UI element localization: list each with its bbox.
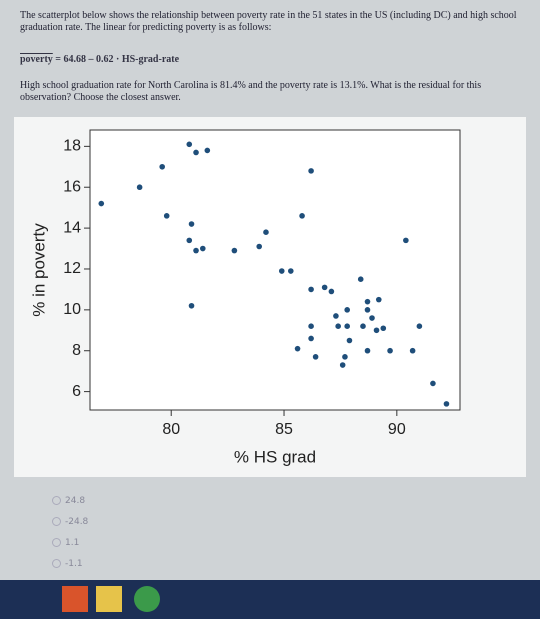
point [287,268,294,274]
point [321,284,328,291]
point [299,213,305,219]
point [186,237,193,244]
point [186,141,193,148]
point [342,354,348,360]
point [136,184,143,191]
point [204,147,211,154]
option[interactable]: -24.8 [52,517,88,527]
x-axis-label: % HS grad [234,447,316,466]
y-tick-label: 8 [72,342,81,359]
option-label: -24.8 [65,517,89,527]
point [357,276,364,282]
point [344,323,350,330]
app-icon[interactable] [134,586,160,612]
point [364,347,371,354]
option[interactable]: -1.1 [52,559,83,569]
point [193,149,199,156]
point [256,243,263,250]
point [373,327,380,334]
point [360,323,366,330]
point [278,268,285,274]
point [443,401,450,407]
point [308,335,314,342]
plot-frame [89,129,461,411]
x-tick-label: 80 [162,421,180,438]
app-icon[interactable] [96,586,122,612]
equation-lhs: poverty [20,54,53,65]
point [380,325,387,332]
point [312,354,319,360]
point [409,347,416,354]
point [416,323,423,330]
option[interactable]: 24.8 [52,496,85,506]
option-label: -1.1 [65,559,83,569]
point [159,163,165,170]
point [403,237,409,244]
point [263,229,269,235]
y-tick-label: 14 [63,219,81,236]
point [188,302,195,309]
x-tick-label: 90 [388,421,406,438]
app-icon[interactable] [62,586,88,612]
point [294,345,301,352]
y-tick-label: 10 [63,301,81,318]
taskbar [0,580,540,619]
y-tick-label: 12 [63,260,81,277]
point [364,298,371,305]
question-prompt: High school graduation rate for North Ca… [20,80,482,103]
y-tick-label: 18 [63,138,81,155]
point [308,286,314,293]
y-axis-label: % in poverty [29,223,48,317]
option-label: 1.1 [65,538,80,548]
point [193,247,199,254]
point [387,347,393,354]
y-tick-label: 16 [63,178,81,195]
option-label: 24.8 [65,496,86,506]
option[interactable]: 1.1 [52,538,79,548]
point [163,213,170,219]
point [308,323,314,330]
point [339,362,346,368]
point [375,296,382,303]
y-tick-label: 6 [72,383,81,400]
point [188,221,195,227]
point [308,168,314,174]
question-intro: The scatterplot below shows the relation… [20,10,517,33]
point [231,247,238,254]
equation: poverty = 64.68 – 0.62 · HS-grad-rate [20,54,525,66]
point [369,315,375,321]
point [335,323,341,330]
point [344,307,350,313]
point [98,200,105,207]
x-tick-label: 85 [275,421,293,438]
equation-rhs: = 64.68 – 0.62 · HS-grad-rate [55,54,180,65]
point [430,380,436,387]
point [328,288,335,295]
point [333,313,339,319]
point [200,245,206,252]
point [364,307,371,313]
point [346,337,353,344]
